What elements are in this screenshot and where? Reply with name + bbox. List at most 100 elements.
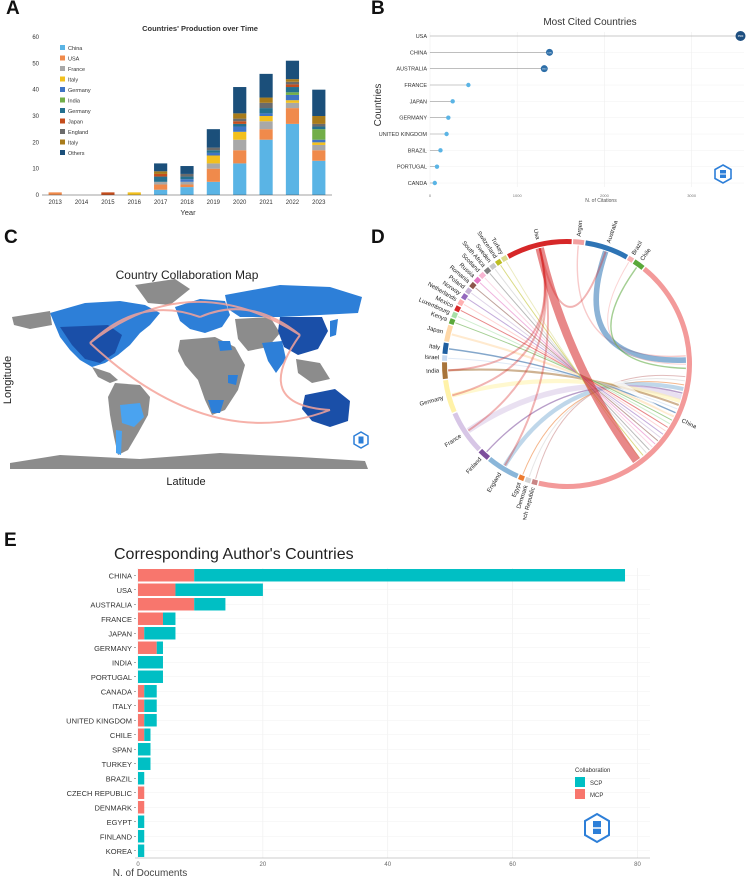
d-country-arc <box>478 271 487 280</box>
b-lollipop-point <box>466 82 471 88</box>
d-chord <box>457 316 671 425</box>
a-xtick-label: 2018 <box>180 200 194 206</box>
a-bar-segment <box>206 181 220 195</box>
b-category-label: UNITED KINGDOM <box>379 132 428 138</box>
a-legend-swatch <box>60 139 65 145</box>
e-category-label: DENMARK <box>94 803 132 812</box>
a-bar-segment <box>180 179 194 182</box>
map-ylabel: Longitude <box>2 356 14 404</box>
e-bar-scp <box>138 670 163 683</box>
e-category-label: FINLAND <box>100 832 133 841</box>
d-country-arc <box>572 239 585 246</box>
a-ytick-label: 20 <box>32 140 39 146</box>
d-chord <box>489 273 650 451</box>
a-bar-segment <box>285 100 300 103</box>
a-bar-segment <box>206 168 220 182</box>
d-chord <box>484 277 653 448</box>
d-country-label: Japan <box>426 326 443 336</box>
most-cited-countries-chart: Most Cited Countries 0 1000 2000 3000 USA 35… <box>373 17 746 204</box>
a-legend-label: Italy <box>68 141 78 147</box>
b-lollipop-point <box>446 115 451 120</box>
d-chord <box>460 309 668 428</box>
map-title: Country Collaboration Map <box>116 268 259 282</box>
e-category-label: USA <box>117 586 132 595</box>
e-bar-mcp <box>138 801 145 814</box>
d-country-arc <box>452 412 482 452</box>
a-bar-segment <box>233 118 247 122</box>
d-country-arc <box>478 448 491 460</box>
d-chord <box>479 282 656 445</box>
e-category-label: AUSTRALIA <box>90 600 132 609</box>
a-bar-segment <box>312 126 326 130</box>
region-brazil <box>120 403 144 427</box>
a-bar-segment <box>259 113 273 116</box>
e-category-label: CZECH REPUBLIC <box>67 789 133 798</box>
a-legend-swatch <box>60 87 65 92</box>
a-bar-segment <box>180 181 194 185</box>
e-bar-scp <box>144 728 151 741</box>
map-xlabel: Latitude <box>166 476 205 488</box>
a-bar-segment <box>233 139 247 151</box>
a-xtick-label: 2022 <box>286 200 300 206</box>
panel-c-collaboration-map: Country Collaboration Map <box>0 255 372 500</box>
d-country-label: England <box>487 472 504 494</box>
e-bar-scp <box>138 815 145 828</box>
world-map <box>10 279 368 469</box>
b-lollipop-point <box>545 48 553 56</box>
d-chord <box>504 247 550 467</box>
a-bar-segment <box>259 139 273 195</box>
a-bar-segment <box>206 152 220 156</box>
a-bar-segment <box>285 60 300 80</box>
d-chord <box>576 245 686 358</box>
b-xtick-label: 3000 <box>687 193 697 198</box>
d-country-label: Australia <box>606 220 619 244</box>
a-bar-segment <box>312 129 326 140</box>
a-bar-segment <box>233 150 247 164</box>
e-bar-scp <box>144 714 157 727</box>
a-bar-segment <box>180 176 194 180</box>
e-bar-mcp <box>138 685 145 698</box>
e-category-label: INDIA <box>112 658 132 667</box>
e-bar-scp <box>138 830 145 843</box>
link-usa-australia <box>89 342 331 424</box>
link-china-australia <box>279 334 331 411</box>
panel-label-c: C <box>4 227 18 248</box>
e-bar-mcp <box>138 728 145 741</box>
a-bar-segment <box>154 189 168 195</box>
b-category-label: PORTUGAL <box>397 165 427 171</box>
journal-logo-icon <box>584 812 610 844</box>
region-greenland <box>135 279 190 305</box>
b-category-label: USA <box>416 34 428 40</box>
b-category-label: AUSTRALIA <box>396 67 427 73</box>
b-point-label: 1370 <box>547 52 552 54</box>
d-chord <box>451 333 675 418</box>
b-lollipop-point <box>432 180 437 186</box>
e-category-label: SPAN <box>112 745 132 754</box>
d-country-arc <box>518 474 525 482</box>
a-bar-segment <box>312 116 326 124</box>
d-country-label: Israel <box>424 355 439 362</box>
d-chord <box>494 268 647 454</box>
b-category-label: CHINA <box>410 50 427 56</box>
d-country-arc <box>464 287 473 295</box>
a-bar-segment <box>312 144 326 151</box>
chart-b-ylabel: Countries <box>373 84 384 127</box>
region-alaska <box>12 311 52 329</box>
a-bar-segment <box>233 113 247 119</box>
d-chord <box>471 292 661 438</box>
e-xtick-label: 0 <box>136 862 140 868</box>
chart-e-xlabel: N. of Documents <box>113 868 187 879</box>
a-xtick-label: 2014 <box>75 200 89 206</box>
e-bar-scp <box>162 612 176 625</box>
panel-label-b: B <box>371 0 385 19</box>
a-legend-label: England <box>68 130 88 136</box>
e-category-label: CHILE <box>110 731 132 740</box>
a-legend-label: China <box>68 46 83 52</box>
d-country-label: Kenya <box>430 312 449 324</box>
a-legend-swatch <box>60 76 65 82</box>
chart-e-legend: Collaboration SCP MCP <box>575 768 610 799</box>
journal-logo-icon <box>353 431 369 449</box>
region-antarctica <box>10 453 368 469</box>
d-country-arc <box>451 311 459 319</box>
d-chord <box>522 381 685 475</box>
